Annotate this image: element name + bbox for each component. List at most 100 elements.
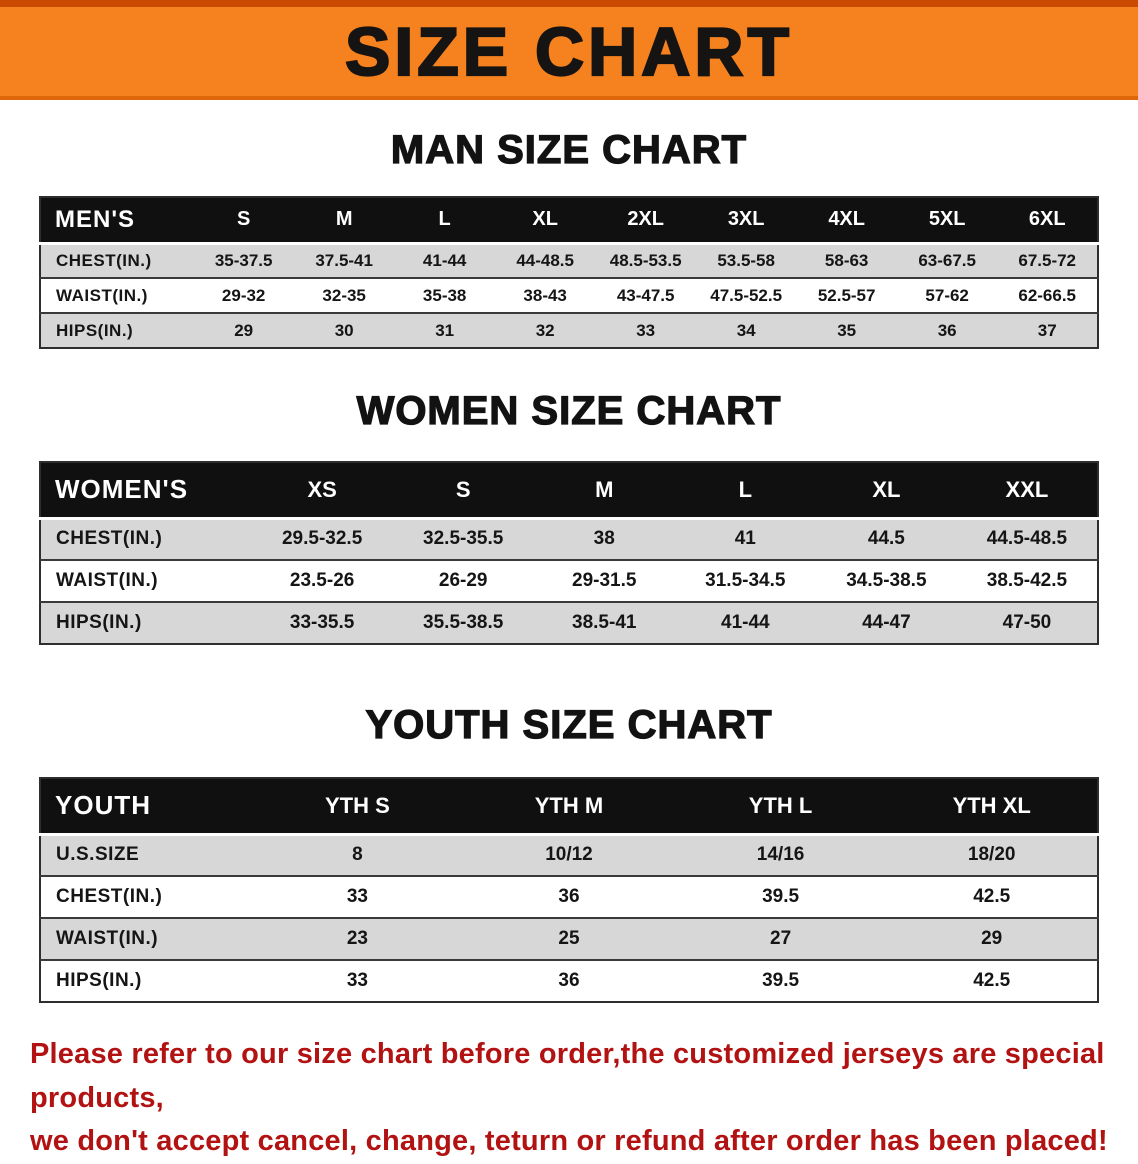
size-cell: 14/16 (674, 833, 887, 876)
size-cell: 52.5-57 (796, 277, 897, 313)
youth-table-title-cell: YOUTH (40, 778, 252, 836)
row-label: CHEST(IN.) (40, 517, 252, 560)
men-table-row: WAIST(IN.) 29-32 32-35 35-38 38-43 43-47.5 47.… (40, 277, 1098, 313)
size-cell: 35-38 (394, 277, 495, 313)
size-cell: 37 (997, 312, 1098, 348)
disclaimer-line-1: Please refer to our size chart before or… (30, 1038, 1105, 1114)
size-cell: 39.5 (674, 875, 887, 918)
men-size-header-cell: S (193, 197, 294, 245)
size-cell: 44-48.5 (494, 242, 596, 278)
youth-size-header-cell: YTH M (463, 778, 675, 836)
women-size-header-cell: M (533, 462, 675, 520)
men-section-heading: MAN SIZE CHART (390, 127, 748, 172)
size-cell: 35 (796, 312, 897, 348)
women-size-header-cell: XS (251, 462, 393, 520)
men-size-header-cell: 6XL (997, 197, 1098, 245)
youth-size-header-cell: YTH L (674, 778, 887, 836)
size-cell: 44-47 (815, 601, 957, 644)
size-cell: 32.5-35.5 (392, 517, 534, 560)
size-cell: 43-47.5 (595, 277, 696, 313)
size-cell: 35-37.5 (193, 242, 294, 278)
size-cell: 44.5 (815, 517, 957, 560)
row-label: U.S.SIZE (40, 833, 252, 876)
women-size-header-cell: S (392, 462, 534, 520)
size-cell: 57-62 (896, 277, 998, 313)
size-cell: 63-67.5 (896, 242, 998, 278)
size-cell: 18/20 (886, 833, 1098, 876)
size-cell: 32-35 (293, 277, 395, 313)
size-cell: 27 (674, 917, 887, 960)
women-size-header-cell: XL (815, 462, 957, 520)
size-cell: 38.5-42.5 (956, 559, 1098, 602)
size-cell: 30 (293, 312, 395, 348)
size-cell: 29-32 (193, 277, 294, 313)
size-cell: 33 (595, 312, 696, 348)
disclaimer-line-2: we don't accept cancel, change, teturn o… (30, 1125, 1108, 1157)
row-label: HIPS(IN.) (40, 959, 252, 1002)
size-cell: 10/12 (463, 833, 675, 876)
youth-section-heading: YOUTH SIZE CHART (365, 702, 773, 747)
size-cell: 29.5-32.5 (251, 517, 393, 560)
men-size-header-cell: M (293, 197, 395, 245)
men-size-header-cell: 5XL (896, 197, 998, 245)
size-chart-banner: SIZE CHART (0, 0, 1138, 100)
size-cell: 34.5-38.5 (815, 559, 957, 602)
men-size-header-cell: XL (494, 197, 596, 245)
section-women: WOMEN SIZE CHART WOMEN'S XS S M L XL XXL CHEST(I… (0, 387, 1138, 645)
youth-table-row: WAIST(IN.) 23 25 27 29 (40, 917, 1098, 960)
size-cell: 36 (463, 959, 675, 1002)
youth-size-table: YOUTH YTH S YTH M YTH L YTH XL U.S.SIZE 8 10/12… (39, 777, 1099, 1003)
size-cell: 38.5-41 (533, 601, 675, 644)
size-cell: 47.5-52.5 (695, 277, 797, 313)
size-cell: 29 (886, 917, 1098, 960)
women-table-title-cell: WOMEN'S (40, 462, 252, 520)
size-cell: 53.5-58 (695, 242, 797, 278)
women-table-header-row: WOMEN'S XS S M L XL XXL (40, 462, 1098, 520)
women-table-row: CHEST(IN.) 29.5-32.5 32.5-35.5 38 41 44.5 44.5… (40, 517, 1098, 560)
size-cell: 47-50 (956, 601, 1098, 644)
men-size-header-cell: 4XL (796, 197, 897, 245)
size-chart-sections: MAN SIZE CHART MEN'S S M L XL 2XL 3XL 4XL 5XL 6XL C… (0, 126, 1138, 1003)
row-label: WAIST(IN.) (40, 917, 252, 960)
row-label: WAIST(IN.) (40, 277, 194, 313)
size-cell: 26-29 (392, 559, 534, 602)
men-table-row: HIPS(IN.) 29 30 31 32 33 34 35 36 37 (40, 312, 1098, 348)
size-cell: 38 (533, 517, 675, 560)
row-label: WAIST(IN.) (40, 559, 252, 602)
men-size-table: MEN'S S M L XL 2XL 3XL 4XL 5XL 6XL CHEST(IN.) 35-37… (39, 196, 1099, 349)
youth-table-header-row: YOUTH YTH S YTH M YTH L YTH XL (40, 778, 1098, 836)
size-cell: 42.5 (886, 959, 1098, 1002)
size-cell: 36 (463, 875, 675, 918)
men-size-header-cell: L (394, 197, 495, 245)
women-size-table: WOMEN'S XS S M L XL XXL CHEST(IN.) 29.5-32.5 32.5… (39, 461, 1099, 645)
youth-table-row: CHEST(IN.) 33 36 39.5 42.5 (40, 875, 1098, 918)
size-cell: 31 (394, 312, 495, 348)
size-cell: 33-35.5 (251, 601, 393, 644)
size-cell: 32 (494, 312, 596, 348)
size-cell: 67.5-72 (997, 242, 1098, 278)
size-cell: 37.5-41 (293, 242, 395, 278)
men-table-header-row: MEN'S S M L XL 2XL 3XL 4XL 5XL 6XL (40, 197, 1098, 245)
row-label: HIPS(IN.) (40, 312, 194, 348)
size-cell: 29-31.5 (533, 559, 675, 602)
size-cell: 8 (251, 833, 464, 876)
size-cell: 29 (193, 312, 294, 348)
size-cell: 33 (251, 959, 464, 1002)
size-cell: 23 (251, 917, 464, 960)
youth-size-header-cell: YTH XL (886, 778, 1098, 836)
row-label: CHEST(IN.) (40, 875, 252, 918)
size-cell: 25 (463, 917, 675, 960)
men-size-header-cell: 2XL (595, 197, 696, 245)
size-cell: 44.5-48.5 (956, 517, 1098, 560)
women-table-row: WAIST(IN.) 23.5-26 26-29 29-31.5 31.5-34.5 34… (40, 559, 1098, 602)
section-youth: YOUTH SIZE CHART YOUTH YTH S YTH M YTH L YTH … (0, 701, 1138, 1003)
size-cell: 41-44 (674, 601, 816, 644)
women-size-header-cell: XXL (956, 462, 1098, 520)
women-table-row: HIPS(IN.) 33-35.5 35.5-38.5 38.5-41 41-44 44-… (40, 601, 1098, 644)
size-cell: 36 (896, 312, 998, 348)
men-table-title-cell: MEN'S (40, 197, 194, 245)
size-cell: 41-44 (394, 242, 495, 278)
size-cell: 34 (695, 312, 797, 348)
men-size-header-cell: 3XL (695, 197, 797, 245)
